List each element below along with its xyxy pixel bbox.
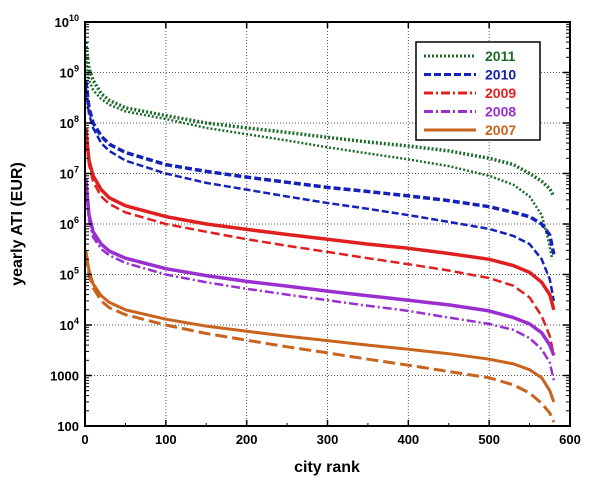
x-tick-label: 400: [397, 432, 419, 447]
y-axis-title: yearly ATI (EUR): [9, 162, 26, 286]
y-tick-label: 109: [60, 64, 79, 81]
series-layer: [84, 41, 556, 423]
x-tick-label: 100: [155, 432, 177, 447]
legend-label-2011: 2011: [485, 48, 516, 64]
legend-box: [415, 41, 541, 141]
y-tick-labels: 100 1000 104 105 106 107 108 109 1010: [50, 13, 79, 434]
legend: 2011 2010 2009 2008 2007: [415, 41, 541, 141]
legend-label-2010: 2010: [485, 67, 516, 83]
x-tick-label: 200: [236, 432, 258, 447]
x-tick-label: 300: [317, 432, 339, 447]
x-tick-label: 0: [81, 432, 88, 447]
series-line-2010: [84, 80, 556, 255]
series-line-2011: [84, 57, 554, 260]
y-tick-label: 1010: [55, 13, 79, 30]
series-line-2010: [84, 87, 556, 302]
series-line-2007: [84, 250, 556, 403]
legend-label-2008: 2008: [485, 104, 516, 120]
series-line-2008: [84, 178, 556, 357]
x-tick-label: 500: [478, 432, 500, 447]
series-line-2009: [84, 134, 556, 356]
series-line-2009: [84, 127, 556, 311]
y-tick-label: 106: [60, 215, 79, 232]
y-tick-label: 105: [60, 266, 79, 283]
x-tick-label: 600: [559, 432, 581, 447]
x-axis-title: city rank: [294, 459, 360, 476]
ticks: [84, 21, 571, 427]
y-tick-label: 100: [57, 419, 79, 434]
series-line-2011: [84, 41, 556, 198]
legend-label-2009: 2009: [485, 85, 516, 101]
y-tick-label: 104: [60, 316, 79, 333]
series-line-2008: [84, 184, 556, 381]
y-tick-label: 108: [60, 114, 79, 131]
y-tick-label: 107: [60, 165, 79, 182]
x-tick-labels: 0 100 200 300 400 500 600: [81, 432, 580, 447]
y-tick-label: 1000: [50, 369, 79, 384]
legend-label-2007: 2007: [485, 122, 516, 138]
series-line-2007: [84, 254, 556, 423]
